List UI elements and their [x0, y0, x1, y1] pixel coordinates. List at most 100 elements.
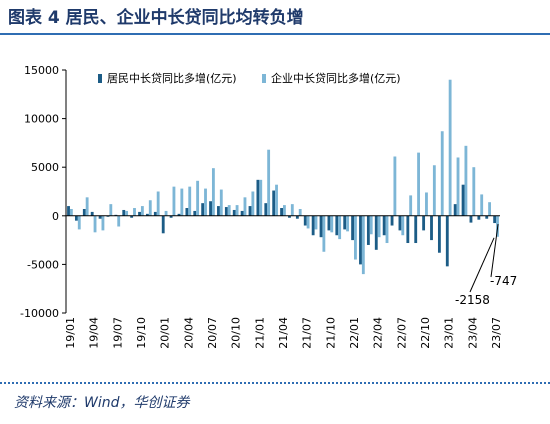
- bar-enterprise: [196, 180, 200, 216]
- bar-enterprise: [338, 215, 342, 240]
- x-tick-label: 22/04: [372, 317, 385, 349]
- bar-enterprise: [464, 145, 468, 216]
- bar-resident: [414, 215, 418, 244]
- x-tick-label: 21/10: [324, 317, 337, 349]
- legend-label: 居民中长贷同比多增(亿元): [107, 71, 237, 85]
- bar-resident: [177, 213, 181, 216]
- bar-enterprise: [346, 215, 349, 232]
- bar-enterprise: [101, 215, 105, 231]
- bar-resident: [201, 203, 205, 216]
- bar-enterprise: [322, 215, 326, 252]
- legend-swatch: [98, 74, 102, 83]
- bar-enterprise: [259, 179, 263, 216]
- bar-resident: [74, 215, 78, 221]
- bar-resident: [161, 215, 165, 234]
- bar-resident: [359, 215, 362, 265]
- bar-enterprise: [330, 215, 334, 233]
- bar-enterprise: [306, 215, 310, 229]
- bar-enterprise: [385, 215, 389, 244]
- bar-enterprise: [243, 197, 247, 216]
- callout-line: [490, 223, 499, 278]
- bar-resident: [319, 215, 323, 238]
- bar-enterprise: [275, 184, 278, 216]
- x-tick-label: 23/07: [490, 317, 503, 349]
- bar-resident: [193, 210, 197, 216]
- bar-enterprise: [377, 215, 381, 238]
- bar-resident: [146, 213, 149, 216]
- y-tick-label: 5000: [31, 161, 59, 174]
- bar-enterprise: [393, 156, 397, 216]
- x-tick-label: 21/07: [301, 317, 314, 349]
- bar-resident: [130, 215, 134, 218]
- bar-resident: [406, 215, 410, 244]
- bar-enterprise: [204, 188, 207, 216]
- bar-enterprise: [148, 200, 152, 216]
- bar-enterprise: [432, 165, 436, 216]
- bar-enterprise: [227, 205, 231, 216]
- y-axis: -10000 -5000 0 5000 10000 15000: [20, 64, 67, 320]
- bar-enterprise: [211, 168, 215, 216]
- bar-resident: [366, 215, 370, 245]
- bar-enterprise: [77, 215, 81, 230]
- x-tick-label: 21/04: [277, 317, 290, 349]
- bar-resident: [343, 215, 347, 230]
- bar-resident: [335, 215, 339, 236]
- bar-resident: [138, 211, 141, 216]
- bar-resident: [445, 215, 449, 267]
- bar-enterprise: [164, 210, 168, 216]
- bar-enterprise: [69, 208, 73, 216]
- bar-resident: [153, 211, 157, 216]
- bar-enterprise: [401, 215, 405, 236]
- bar-enterprise: [235, 205, 239, 216]
- bar-resident: [390, 215, 394, 226]
- bar-enterprise: [109, 204, 113, 216]
- bar-enterprise: [298, 208, 302, 216]
- x-tick-label: 21/01: [253, 317, 266, 349]
- bar-resident: [493, 215, 497, 224]
- bar-enterprise: [425, 192, 428, 216]
- bar-resident: [217, 206, 220, 216]
- bar-resident: [280, 208, 283, 216]
- bar-enterprise: [456, 157, 460, 216]
- bar-enterprise: [117, 215, 121, 227]
- bar-enterprise: [140, 206, 144, 216]
- bar-resident: [430, 215, 433, 241]
- bar-resident: [327, 215, 331, 231]
- x-tick-label: 19/10: [135, 317, 148, 349]
- bar-resident: [398, 215, 402, 231]
- bar-resident: [209, 201, 212, 216]
- x-tick-label: 22/07: [395, 317, 408, 349]
- x-tick-label: 20/04: [182, 317, 195, 349]
- bar-resident: [90, 211, 94, 216]
- bar-resident: [232, 209, 236, 216]
- bar-resident: [453, 204, 457, 216]
- bar-resident: [288, 215, 291, 218]
- bars: [67, 79, 499, 275]
- bar-resident: [311, 215, 315, 236]
- source-rule: [0, 382, 550, 384]
- bar-resident: [485, 215, 489, 219]
- bar-enterprise: [125, 210, 129, 216]
- bar-enterprise: [133, 208, 136, 216]
- bar-enterprise: [283, 205, 286, 216]
- bar-resident: [224, 207, 228, 216]
- bar-resident: [295, 215, 299, 219]
- bar-enterprise: [448, 79, 452, 216]
- bar-enterprise: [472, 167, 476, 216]
- bar-resident: [256, 179, 260, 216]
- bar-resident: [382, 215, 386, 236]
- legend-label: 企业中长贷同比多增(亿元): [271, 71, 401, 85]
- chart-title: 图表 4 居民、企业中长贷同比均转负增: [8, 8, 304, 28]
- bar-resident: [169, 215, 173, 218]
- x-tick-label: 19/01: [64, 317, 77, 349]
- bar-enterprise: [172, 186, 176, 216]
- bar-enterprise: [314, 215, 318, 230]
- legend: 居民中长贷同比多增(亿元) 企业中长贷同比多增(亿元): [98, 71, 401, 85]
- bar-resident: [351, 215, 355, 241]
- title-rule: [0, 33, 550, 35]
- bar-resident: [67, 206, 70, 216]
- bar-resident: [264, 203, 268, 216]
- x-tick-label: 23/01: [443, 317, 456, 349]
- bar-enterprise: [354, 215, 357, 260]
